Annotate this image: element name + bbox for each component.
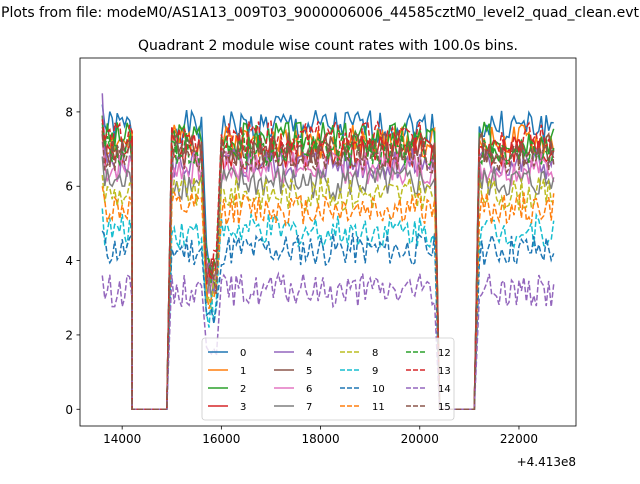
y-tick-label: 8	[65, 105, 73, 119]
x-offset-label: +4.413e8	[517, 455, 576, 469]
legend-label-7: 7	[306, 402, 312, 413]
legend-label-13: 13	[438, 366, 451, 377]
y-tick-label: 2	[65, 328, 73, 342]
series-line-14	[101, 271, 555, 411]
x-tick-label: 16000	[202, 432, 240, 446]
y-tick-label: 4	[65, 254, 73, 268]
series-line-8	[101, 175, 555, 411]
y-tick-label: 0	[65, 403, 73, 417]
x-tick-label: 22000	[500, 432, 538, 446]
legend-label-11: 11	[372, 402, 385, 413]
legend-label-14: 14	[438, 384, 451, 395]
legend-label-9: 9	[372, 366, 378, 377]
legend-label-15: 15	[438, 402, 451, 413]
x-tick-label: 20000	[401, 432, 439, 446]
series-line-10	[101, 230, 555, 411]
legend-label-10: 10	[372, 384, 385, 395]
series-line-11	[101, 186, 555, 411]
legend-label-12: 12	[438, 348, 451, 359]
legend-box	[201, 337, 455, 421]
legend-label-3: 3	[240, 402, 246, 413]
legend-label-8: 8	[372, 348, 378, 359]
legend-label-4: 4	[306, 348, 312, 359]
series-line-13	[101, 119, 555, 411]
legend-label-6: 6	[306, 384, 312, 395]
legend-label-1: 1	[240, 366, 246, 377]
x-tick-label: 18000	[301, 432, 339, 446]
plot-area: 14000 16000 18000 20000 22000024680123456789…	[65, 57, 577, 446]
series-line-9	[101, 208, 555, 411]
x-tick-label: 14000	[103, 432, 141, 446]
legend-label-5: 5	[306, 366, 312, 377]
chart-title: Quadrant 2 module wise count rates with …	[138, 38, 518, 54]
suptitle: Plots from file: modeM0/AS1A13_009T03_90…	[1, 5, 639, 21]
legend-label-2: 2	[240, 384, 246, 395]
legend-label-0: 0	[240, 348, 246, 359]
y-tick-label: 6	[65, 180, 73, 194]
axes-frame	[79, 57, 577, 427]
series-line-15	[101, 134, 555, 411]
